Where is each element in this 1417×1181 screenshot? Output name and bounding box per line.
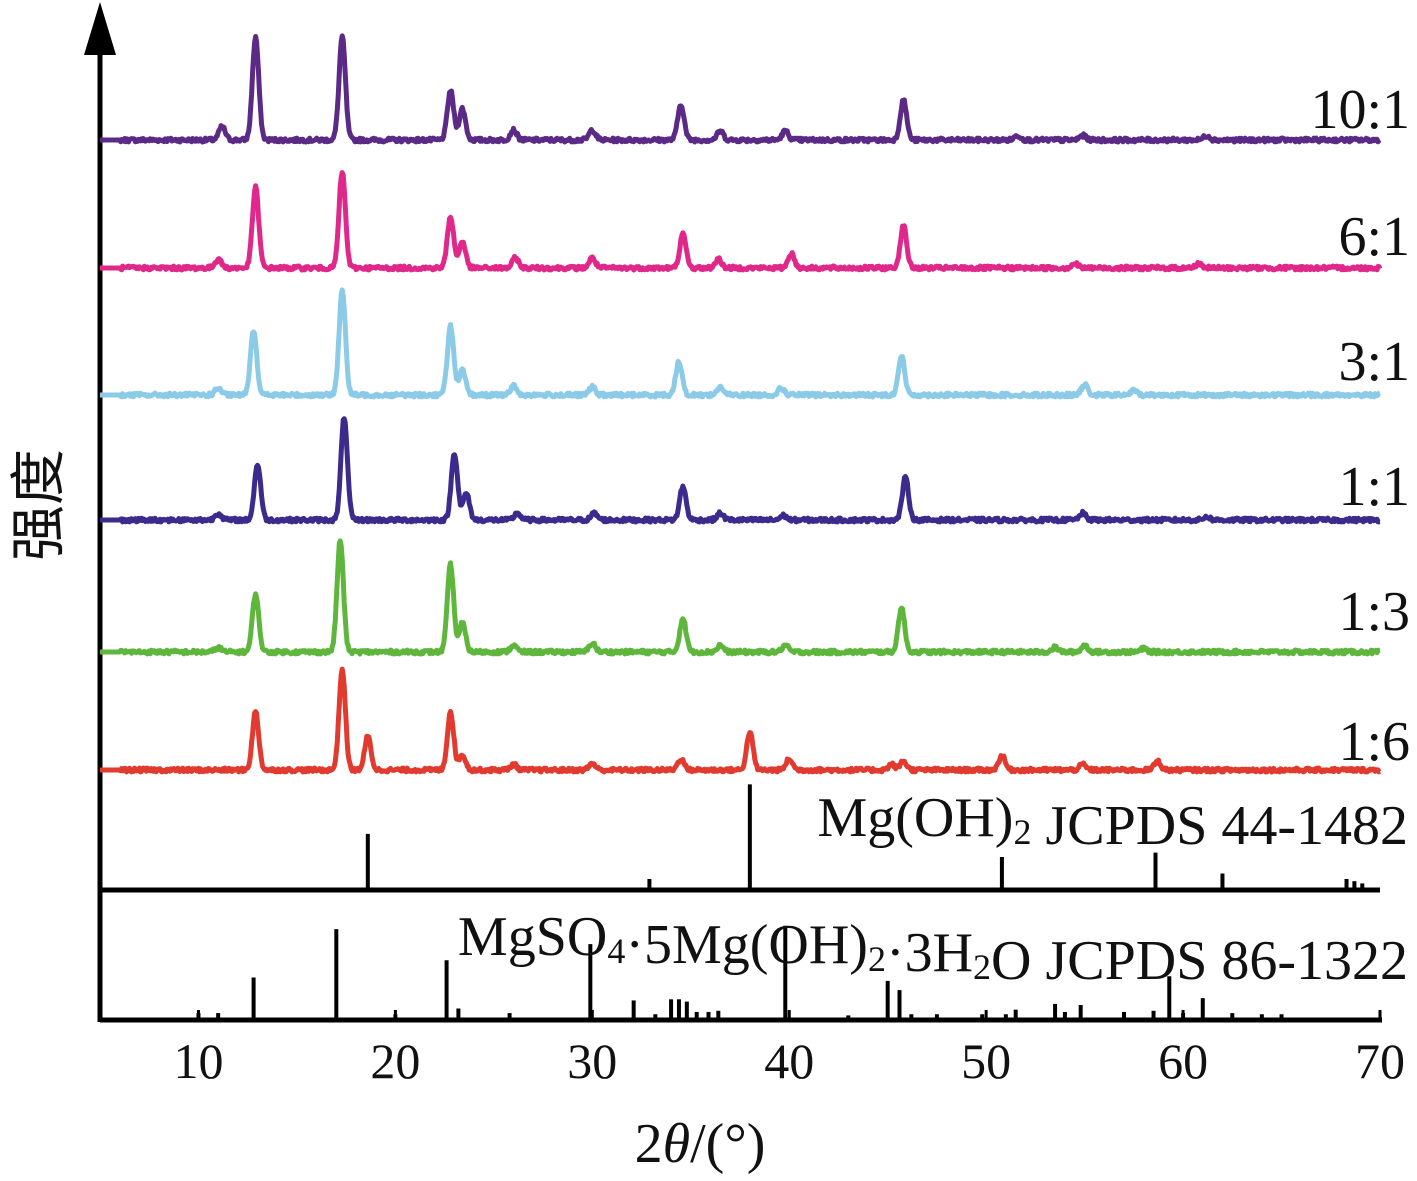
y-axis-title: 强度 [9,449,71,561]
series-labels: 10:1 6:1 3:1 1:1 1:3 1:6 [1310,79,1410,773]
series-label: 10:1 [1310,79,1410,141]
x-tick-label: 60 [1158,1033,1208,1089]
series-label: 1:1 [1338,456,1410,518]
series-traces [98,33,1383,775]
x-axis-tick-labels: 10 20 30 40 50 60 70 [173,1033,1405,1089]
series-label: 6:1 [1338,206,1410,268]
x-tick-label: 70 [1355,1033,1405,1089]
series-line-6-1 [98,170,1383,273]
series-line-3-1 [98,287,1382,400]
x-axis-title: 2θ/(°) [635,1113,766,1175]
series-line-1-1 [98,416,1382,525]
x-tick-label: 30 [567,1033,617,1089]
x-tick-label: 50 [961,1033,1011,1089]
reference-label: MgSO4·5Mg(OH)2·3H2O JCPDS 86-1322 [458,906,1408,992]
series-line-1-6 [98,666,1382,775]
chart-axes: 10 20 30 40 50 60 70 2θ/(°) 强度 [9,2,1405,1175]
x-tick-label: 10 [173,1033,223,1089]
series-line-1-3 [98,538,1382,657]
reference-label: Mg(OH)2 JCPDS 44-1482 [817,787,1408,857]
x-tick-label: 40 [764,1033,814,1089]
series-line-10-1 [98,33,1382,145]
x-tick-label: 20 [370,1033,420,1089]
series-label: 3:1 [1338,331,1410,393]
series-label: 1:6 [1338,711,1410,773]
y-axis-arrow-icon [84,2,116,55]
reference-patterns: Mg(OH)2 JCPDS 44-1482 MgSO4·5Mg(OH)2·3H2O… [100,784,1408,1020]
series-label: 1:3 [1338,581,1410,643]
